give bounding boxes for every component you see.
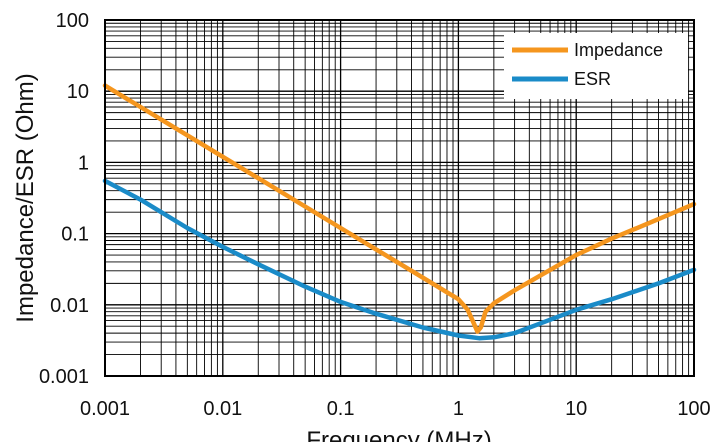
x-tick-label: 100 — [677, 398, 710, 420]
x-tick-labels: 0.001 0.01 0.1 1 10 100 — [80, 398, 711, 420]
y-tick-label: 0.001 — [39, 366, 89, 388]
y-axis-title: Impedance/ESR (Ohm) — [12, 73, 39, 322]
y-tick-label: 100 — [56, 10, 89, 32]
x-tick-label: 0.01 — [203, 398, 242, 420]
legend: Impedance ESR — [504, 33, 688, 99]
legend-label-impedance: Impedance — [574, 40, 663, 60]
series-line-esr — [102, 178, 697, 341]
series-line-impedance — [102, 83, 697, 334]
y-tick-label: 10 — [67, 81, 89, 103]
series-layer — [102, 83, 697, 341]
x-tick-label: 10 — [565, 398, 587, 420]
x-tick-label: 0.1 — [327, 398, 355, 420]
x-axis-title: Frequency (MHz) — [306, 427, 491, 442]
legend-box — [504, 33, 688, 99]
y-tick-labels: 0.001 0.01 0.1 1 10 100 — [39, 10, 89, 388]
y-tick-label: 1 — [78, 152, 89, 174]
legend-label-esr: ESR — [574, 69, 611, 89]
x-tick-label: 1 — [453, 398, 464, 420]
x-tick-label: 0.001 — [80, 398, 130, 420]
y-tick-label: 0.01 — [50, 295, 89, 317]
grid-lines — [104, 20, 694, 377]
plot-frame — [104, 19, 695, 377]
y-tick-label: 0.1 — [61, 224, 89, 246]
